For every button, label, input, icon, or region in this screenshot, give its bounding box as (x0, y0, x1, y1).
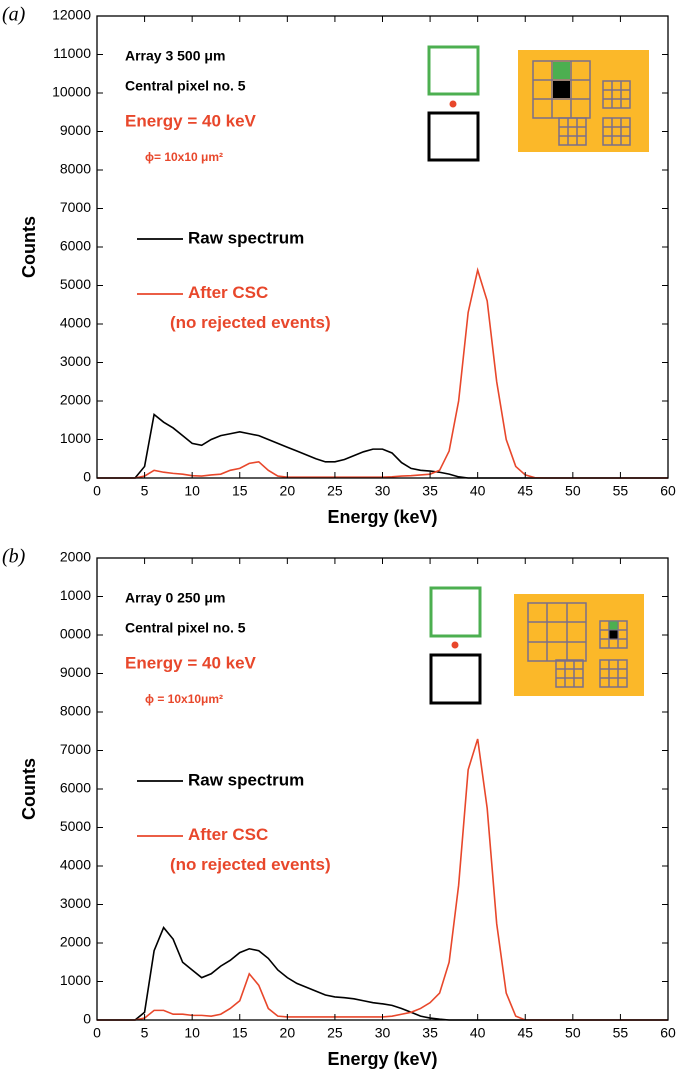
x-tick-label: 35 (422, 1025, 438, 1041)
x-tick-label: 20 (280, 483, 296, 499)
x-tick-label: 30 (375, 1025, 391, 1041)
panel-label: (b) (2, 546, 26, 568)
y-tick-label: 5000 (60, 276, 91, 292)
y-tick-label: 7000 (60, 741, 91, 757)
series-line (97, 266, 668, 479)
x-tick-label: 40 (470, 1025, 486, 1041)
y-tick-label: 6000 (60, 238, 91, 254)
x-tick-label: 0 (93, 1025, 101, 1041)
annotation: Central pixel no. 5 (125, 620, 246, 636)
x-tick-label: 40 (470, 483, 486, 499)
x-tick-label: 5 (141, 1025, 149, 1041)
y-tick-label: 5000 (60, 818, 91, 834)
y-tick-label: 3000 (60, 353, 91, 369)
panel-label: (a) (2, 4, 26, 26)
annotation: Array 3 500 μm (125, 48, 225, 64)
y-tick-label: 2000 (60, 392, 91, 408)
x-tick-label: 35 (422, 483, 438, 499)
y-tick-label: 4000 (60, 315, 91, 331)
annotation: Energy = 40 keV (125, 111, 257, 130)
y-tick-label: 4000 (60, 857, 91, 873)
y-tick-label: 0 (83, 469, 91, 485)
y-tick-label: 6000 (60, 780, 91, 796)
y-axis-label: Counts (19, 216, 39, 278)
y-tick-label: 2000 (60, 934, 91, 950)
x-tick-label: 20 (280, 1025, 296, 1041)
y-tick-label: 3000 (60, 895, 91, 911)
annotation: Energy = 40 keV (125, 653, 257, 672)
y-tick-label: 2000 (60, 549, 91, 565)
x-tick-label: 60 (660, 1025, 676, 1041)
x-tick-label: 55 (613, 1025, 629, 1041)
series-line (97, 926, 668, 1021)
y-tick-label: 8000 (60, 703, 91, 719)
x-tick-label: 0 (93, 483, 101, 499)
y-tick-label: 1000 (60, 587, 91, 603)
y-tick-label: 7000 (60, 199, 91, 215)
x-axis-label: Energy (keV) (327, 1049, 437, 1069)
y-tick-label: 11000 (53, 45, 91, 61)
inset-a (427, 45, 649, 162)
x-tick-label: 50 (565, 1025, 581, 1041)
legend-label: After CSC (no rejected events) (170, 283, 331, 332)
x-tick-label: 10 (184, 483, 200, 499)
x-tick-label: 15 (232, 1025, 248, 1041)
x-tick-label: 25 (327, 1025, 343, 1041)
x-tick-label: 45 (517, 483, 533, 499)
x-tick-label: 60 (660, 483, 676, 499)
x-tick-label: 30 (375, 483, 391, 499)
x-tick-label: 50 (565, 483, 581, 499)
y-tick-label: 0000 (60, 626, 91, 642)
x-tick-label: 55 (613, 483, 629, 499)
x-tick-label: 45 (517, 1025, 533, 1041)
x-tick-label: 15 (232, 483, 248, 499)
annotation: ϕ = 10x10μm² (145, 692, 223, 706)
x-tick-label: 5 (141, 483, 149, 499)
y-axis-label: Counts (19, 758, 39, 820)
legend-label: Raw spectrum (188, 770, 304, 789)
y-tick-label: 1000 (60, 430, 91, 446)
legend-label: Raw spectrum (188, 228, 304, 247)
x-tick-label: 25 (327, 483, 343, 499)
y-tick-label: 1000 (60, 972, 91, 988)
annotation: ϕ= 10x10 μm² (145, 150, 223, 164)
legend-label: After CSC (no rejected events) (170, 825, 331, 874)
y-tick-label: 8000 (60, 161, 91, 177)
x-axis-label: Energy (keV) (327, 507, 437, 527)
y-tick-label: 9000 (60, 664, 91, 680)
inset-b (429, 586, 644, 705)
y-tick-label: 9000 (60, 122, 91, 138)
y-tick-label: 10000 (52, 84, 91, 100)
y-tick-label: 0 (83, 1011, 91, 1027)
x-tick-label: 10 (184, 1025, 200, 1041)
annotation: Array 0 250 μm (125, 590, 225, 606)
y-tick-label: 12000 (52, 7, 91, 23)
series-line (97, 413, 668, 479)
annotation: Central pixel no. 5 (125, 78, 246, 94)
